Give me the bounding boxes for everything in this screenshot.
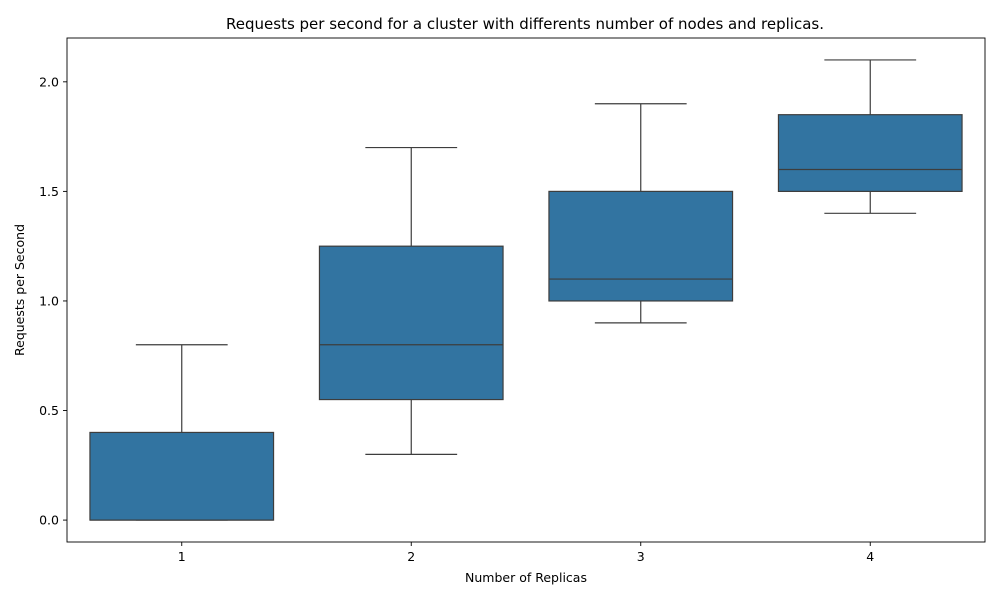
x-axis-label: Number of Replicas <box>465 570 587 585</box>
y-tick-label: 2.0 <box>39 74 59 89</box>
y-axis-ticks: 0.0 0.5 1.0 1.5 2.0 <box>39 74 67 528</box>
plot-area-frame <box>66 37 986 543</box>
box-iqr <box>318 245 504 401</box>
box-iqr <box>777 114 963 192</box>
box-1 <box>89 344 275 521</box>
box-2 <box>318 146 504 455</box>
y-tick-label: 1.0 <box>39 293 59 308</box>
y-tick-label: 0.5 <box>39 403 59 418</box>
x-axis-ticks: 1 2 3 4 <box>178 542 874 564</box>
x-tick-label: 2 <box>407 549 415 564</box>
chart-title: Requests per second for a cluster with d… <box>226 15 824 33</box>
y-tick-label: 1.5 <box>39 184 59 199</box>
x-tick-label: 3 <box>637 549 645 564</box>
x-tick-label: 4 <box>866 549 874 564</box>
box-4 <box>777 59 963 214</box>
box-iqr <box>548 190 734 302</box>
box-iqr <box>89 431 275 521</box>
x-tick-label: 1 <box>178 549 186 564</box>
box-3 <box>548 103 734 324</box>
y-axis-label: Requests per Second <box>12 224 27 356</box>
y-tick-label: 0.0 <box>39 513 59 528</box>
boxes-layer <box>89 59 963 521</box>
